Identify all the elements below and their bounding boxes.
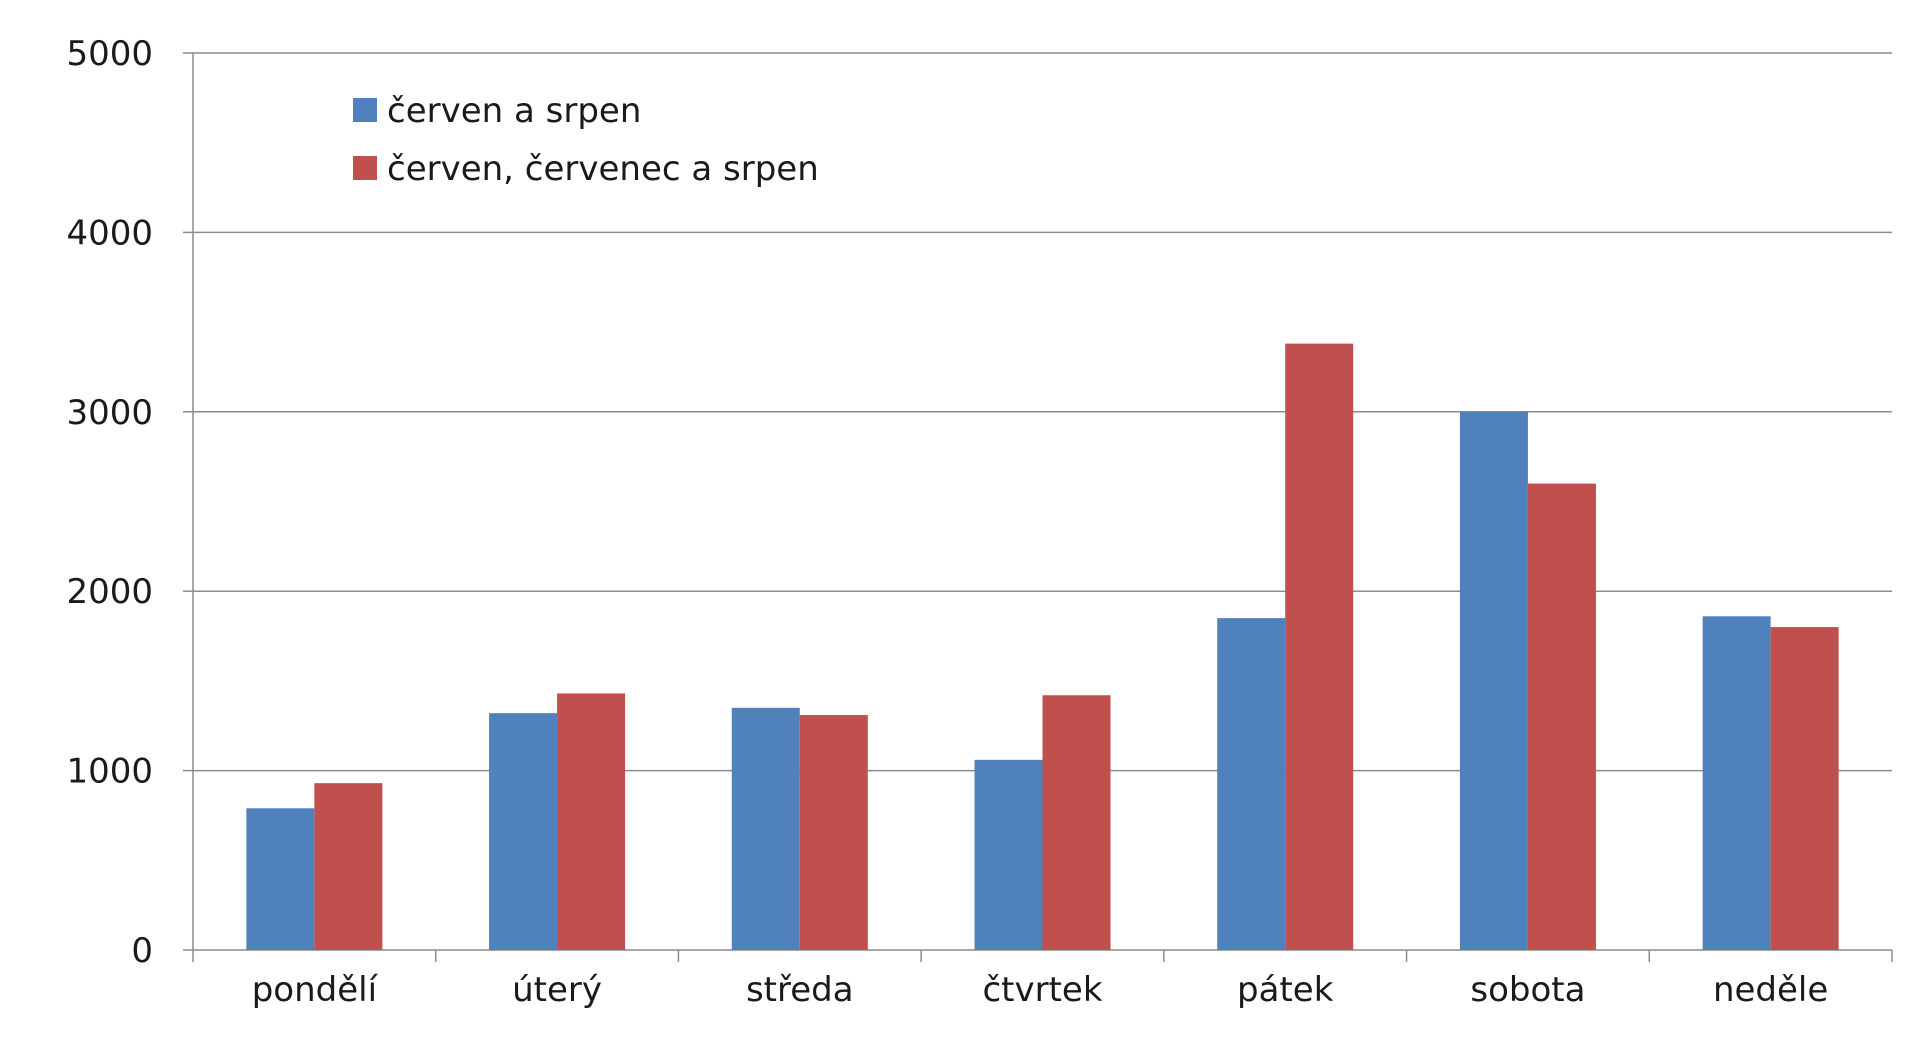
x-tick-label: úterý [512,970,602,1010]
y-tick-label: 0 [131,931,153,971]
legend-label-series-2: červen, červenec a srpen [387,149,819,189]
bar-series-2-středa [799,714,868,950]
legend: červen a srpen červen, červenec a srpen [353,91,819,189]
y-tick-label: 4000 [66,213,153,253]
y-tick-labels: 0 1000 2000 3000 4000 5000 [66,34,153,971]
bar-series-1-pondělí [246,808,315,950]
x-tick-labels: pondělí úterý středa čtvrtek pátek sobota nedě… [252,970,1829,1010]
bar-series-2-sobota [1527,483,1596,950]
legend-label-series-1: červen a srpen [387,91,641,131]
bar-series-1-neděle [1702,616,1771,950]
legend-swatch-series-1 [353,98,377,122]
bar-series-2-úterý [557,693,626,950]
bar-series-1-středa [731,707,800,950]
x-tick-label: sobota [1470,970,1585,1010]
gridlines [193,52,1892,772]
bar-series-2-neděle [1770,627,1839,950]
x-tick-label: pátek [1237,970,1334,1010]
x-tick-label: neděle [1713,970,1828,1010]
bars [246,343,1839,950]
bar-series-1-čtvrtek [974,759,1043,950]
y-tick-label: 3000 [66,393,153,433]
bar-series-2-pátek [1285,343,1354,950]
x-tick-label: středa [746,970,854,1010]
x-tick-label: čtvrtek [982,970,1102,1010]
y-tick-label: 2000 [66,572,153,612]
legend-swatch-series-2 [353,156,377,180]
bar-series-1-úterý [489,713,558,950]
bar-series-2-čtvrtek [1042,695,1111,950]
y-tick-label: 5000 [66,34,153,74]
x-tick-label: pondělí [252,970,379,1010]
bar-series-1-sobota [1459,411,1528,950]
bar-series-1-pátek [1217,618,1286,950]
bar-series-2-pondělí [314,783,383,950]
y-tick-label: 1000 [66,752,153,792]
